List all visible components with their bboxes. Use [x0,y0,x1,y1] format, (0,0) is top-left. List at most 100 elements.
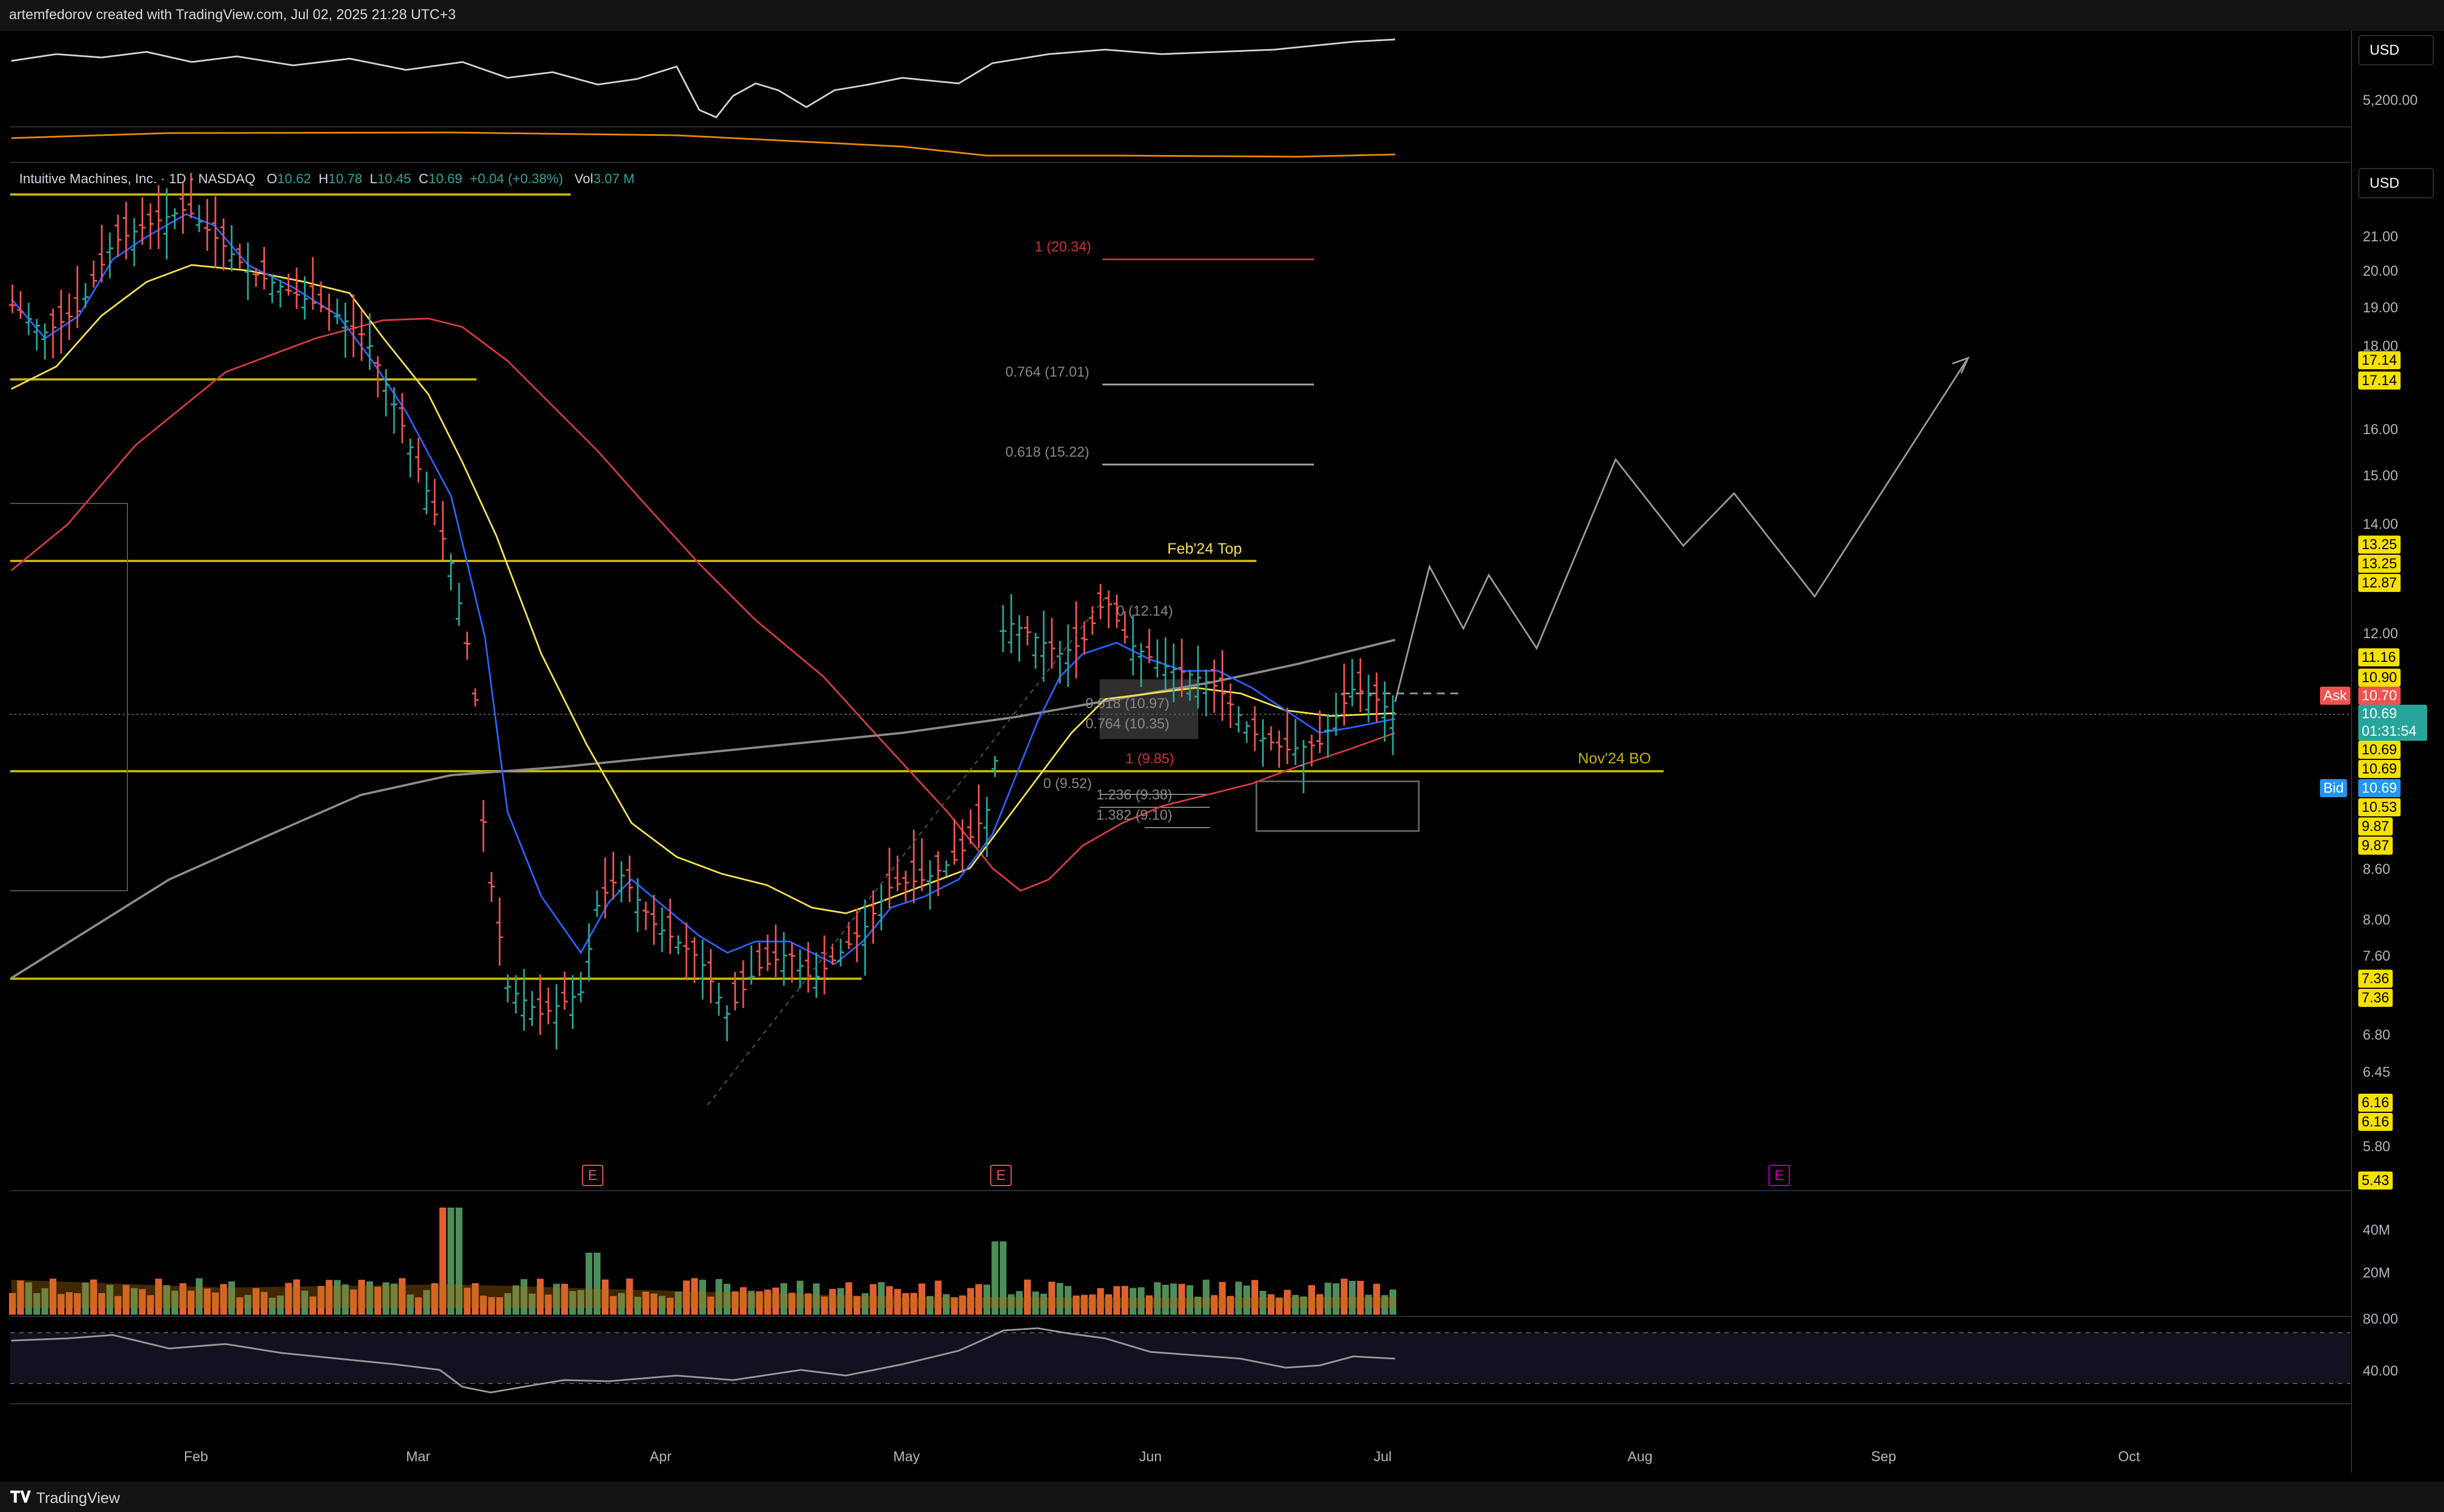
volume-bar [870,1284,877,1315]
price-scale-label: 7.60 [2363,948,2390,964]
volume-bar [642,1292,650,1315]
bid-price: 10.69 [2358,779,2401,797]
volume-bar [983,1284,990,1315]
volume-bar [691,1278,698,1315]
currency-button[interactable]: USD [2358,35,2434,65]
volume-bar [1219,1281,1226,1315]
volume-bar [374,1286,381,1315]
volume-bar [724,1284,731,1315]
volume-bar [585,1253,593,1315]
volume-bar [699,1280,706,1315]
change-value: +0.04 (+0.38%) [470,171,563,187]
volume-bar [366,1281,373,1315]
price-tag: 13.25 [2358,536,2401,554]
price-scale-label: 5.80 [2363,1139,2390,1155]
volume-bar [845,1282,853,1315]
volume-bar [285,1283,292,1315]
fib-retr-label: 0.764 (10.35) [1086,716,1170,732]
last-price-tag: 10.69 01:31:54 [2358,705,2427,741]
time-axis-label: Oct [2118,1449,2140,1465]
price-scale-label: 19.00 [2363,300,2398,316]
volume-bar [715,1279,722,1315]
volume-bar [358,1279,365,1315]
tradingview-logo-icon: 𝐓𝐕 [10,1488,31,1506]
volume-bar [253,1288,259,1315]
volume-label: Vol [574,171,594,187]
earnings-icon[interactable]: E [582,1165,603,1186]
volume-bar [1227,1296,1234,1315]
volume-bar [74,1293,81,1315]
volume-scale-label: 20M [2363,1265,2390,1281]
volume-bar [1300,1296,1307,1315]
currency-button[interactable]: USD [2358,168,2434,198]
volume-bar [439,1208,447,1315]
volume-bar [342,1284,349,1315]
volume-bar [1154,1282,1161,1315]
volume-bar [667,1297,674,1315]
volume-bar [196,1278,203,1315]
volume-bar [325,1280,333,1315]
volume-bar [520,1279,528,1315]
volume-bar [610,1296,617,1315]
volume-bar [1105,1294,1112,1315]
volume-bar [805,1293,812,1315]
price-scale-label: 12.00 [2363,626,2398,642]
volume-bar [674,1292,682,1315]
rsi-scale-label: 80.00 [2363,1311,2398,1327]
price-tag: 17.14 [2358,372,2401,390]
volume-bar [577,1290,584,1315]
volume-bar [9,1293,16,1315]
fib-ext-label: 1 (20.34) [1035,239,1092,255]
price-tag: 10.90 [2358,669,2401,687]
long-ma-line [10,639,1396,979]
volume-bar [553,1284,560,1315]
volume-bar [545,1294,552,1315]
volume-bar [894,1289,901,1315]
mid-ma-line [11,264,1396,914]
volume-bar [488,1297,495,1315]
price-tag: 9.87 [2358,817,2393,835]
bar-countdown: 01:31:54 [2362,723,2417,739]
fib-ext-label: 0.764 (17.01) [1005,364,1089,380]
volume-bar [528,1293,536,1315]
volume-bar [187,1290,195,1315]
volume-bar [602,1279,609,1315]
fib-retr-label: 0.618 (10.97) [1086,696,1170,711]
fib-retr-label: 0 (12.14) [1117,603,1174,619]
volume-bar [593,1253,601,1315]
volume-bar [456,1208,462,1315]
volume-bar [155,1279,162,1315]
volume-bar [999,1241,1007,1315]
volume-bar [431,1283,438,1315]
low-label: L [369,171,378,187]
volume-bar [139,1289,146,1315]
volume-bar [179,1283,187,1315]
comparison-line-2 [11,131,1396,158]
volume-bar [1194,1296,1202,1315]
volume-bar [1113,1286,1120,1315]
volume-bar [464,1288,471,1315]
rsi-scale-label: 40.00 [2363,1363,2398,1379]
volume-bar [1170,1283,1177,1315]
price-tag: 6.16 [2358,1094,2393,1112]
time-axis-label: Feb [184,1449,209,1465]
volume-bar [1032,1291,1039,1315]
slow-ma-line [11,317,1396,892]
volume-bar [1121,1285,1128,1315]
volume-bar [780,1283,787,1315]
volume-bar [918,1283,925,1315]
time-axis-label: Jun [1139,1449,1162,1465]
volume-bar [106,1285,113,1315]
volume-bar [268,1297,276,1315]
price-tag: 7.36 [2358,970,2393,988]
volume-bar [886,1286,893,1315]
volume-bar [1202,1279,1210,1315]
volume-bar [496,1297,503,1315]
earnings-icon[interactable]: E [1768,1165,1790,1186]
brand-name: TradingView [36,1489,120,1506]
earnings-icon[interactable]: E [990,1165,1012,1186]
volume-bar [788,1293,796,1315]
symbol-legend[interactable]: Intuitive Machines, Inc. · 1D · NASDAQ O… [19,171,634,187]
volume-bar [821,1296,828,1315]
